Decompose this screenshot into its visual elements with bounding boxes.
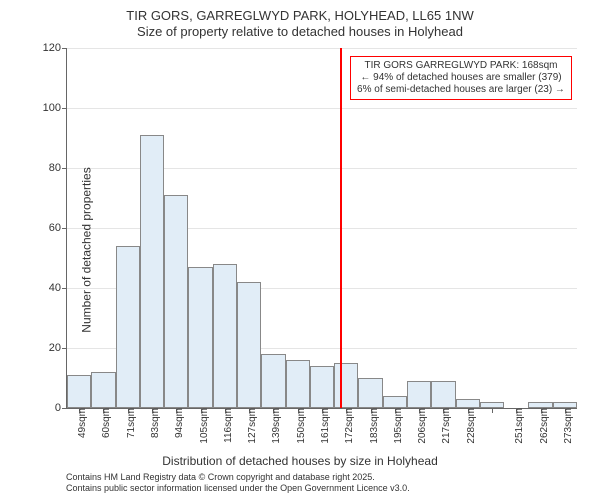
x-tick-label: 60sqm	[99, 408, 112, 438]
plot-area: 02040608010012049sqm60sqm71sqm83sqm94sqm…	[66, 48, 577, 409]
x-tick-label: 217sqm	[439, 408, 452, 444]
histogram-bar	[67, 375, 91, 408]
annotation-line: 6% of semi-detached houses are larger (2…	[357, 84, 565, 96]
x-tick-label: 105sqm	[197, 408, 210, 444]
histogram-bar	[188, 267, 212, 408]
histogram-bar	[407, 381, 431, 408]
histogram-bar	[91, 372, 115, 408]
histogram-bar	[237, 282, 261, 408]
x-tick-label: 251sqm	[512, 408, 525, 444]
x-tick-label: 206sqm	[415, 408, 428, 444]
x-tick-label: 262sqm	[537, 408, 550, 444]
attribution-line: Contains HM Land Registry data © Crown c…	[66, 472, 410, 483]
x-tick-label: 150sqm	[294, 408, 307, 444]
histogram-bar	[140, 135, 164, 408]
x-tick-label: 116sqm	[221, 408, 234, 443]
grid-line	[67, 48, 577, 49]
histogram-bar	[358, 378, 382, 408]
annotation-line: TIR GORS GARREGLWYD PARK: 168sqm	[357, 60, 565, 72]
histogram-bar	[286, 360, 310, 408]
x-tick-label: 127sqm	[245, 408, 258, 444]
chart-title: TIR GORS, GARREGLWYD PARK, HOLYHEAD, LL6…	[0, 0, 600, 24]
chart-container: TIR GORS, GARREGLWYD PARK, HOLYHEAD, LL6…	[0, 0, 600, 500]
y-tick-label: 40	[31, 282, 67, 294]
x-tick-label: 94sqm	[172, 408, 185, 438]
x-tick-label: 161sqm	[318, 408, 331, 444]
x-axis-label: Distribution of detached houses by size …	[0, 454, 600, 468]
chart-subtitle: Size of property relative to detached ho…	[0, 24, 600, 40]
x-tick-label: 228sqm	[464, 408, 477, 444]
x-tick-label: 172sqm	[342, 408, 355, 444]
histogram-bar	[310, 366, 334, 408]
histogram-bar	[213, 264, 237, 408]
x-tick-label: 183sqm	[367, 408, 380, 444]
marker-line	[340, 48, 342, 408]
histogram-bar	[261, 354, 285, 408]
histogram-bar	[334, 363, 358, 408]
y-tick-label: 80	[31, 162, 67, 174]
histogram-bar	[116, 246, 140, 408]
histogram-bar	[164, 195, 188, 408]
annotation-box: TIR GORS GARREGLWYD PARK: 168sqm← 94% of…	[350, 56, 572, 100]
x-tick-label: 195sqm	[391, 408, 404, 444]
x-tick-label: 83sqm	[148, 408, 161, 438]
histogram-bar	[431, 381, 455, 408]
x-tick-mark	[492, 408, 493, 413]
attribution: Contains HM Land Registry data © Crown c…	[66, 472, 410, 494]
y-tick-label: 0	[31, 402, 67, 414]
x-tick-label: 273sqm	[561, 408, 574, 444]
y-tick-label: 20	[31, 342, 67, 354]
histogram-bar	[456, 399, 480, 408]
grid-line	[67, 108, 577, 109]
annotation-line: ← 94% of detached houses are smaller (37…	[357, 72, 565, 84]
x-tick-label: 139sqm	[269, 408, 282, 444]
y-tick-label: 120	[31, 42, 67, 54]
x-tick-label: 71sqm	[124, 408, 137, 438]
x-tick-label: 49sqm	[75, 408, 88, 438]
y-tick-label: 100	[31, 102, 67, 114]
attribution-line: Contains public sector information licen…	[66, 483, 410, 494]
y-tick-label: 60	[31, 222, 67, 234]
histogram-bar	[383, 396, 407, 408]
